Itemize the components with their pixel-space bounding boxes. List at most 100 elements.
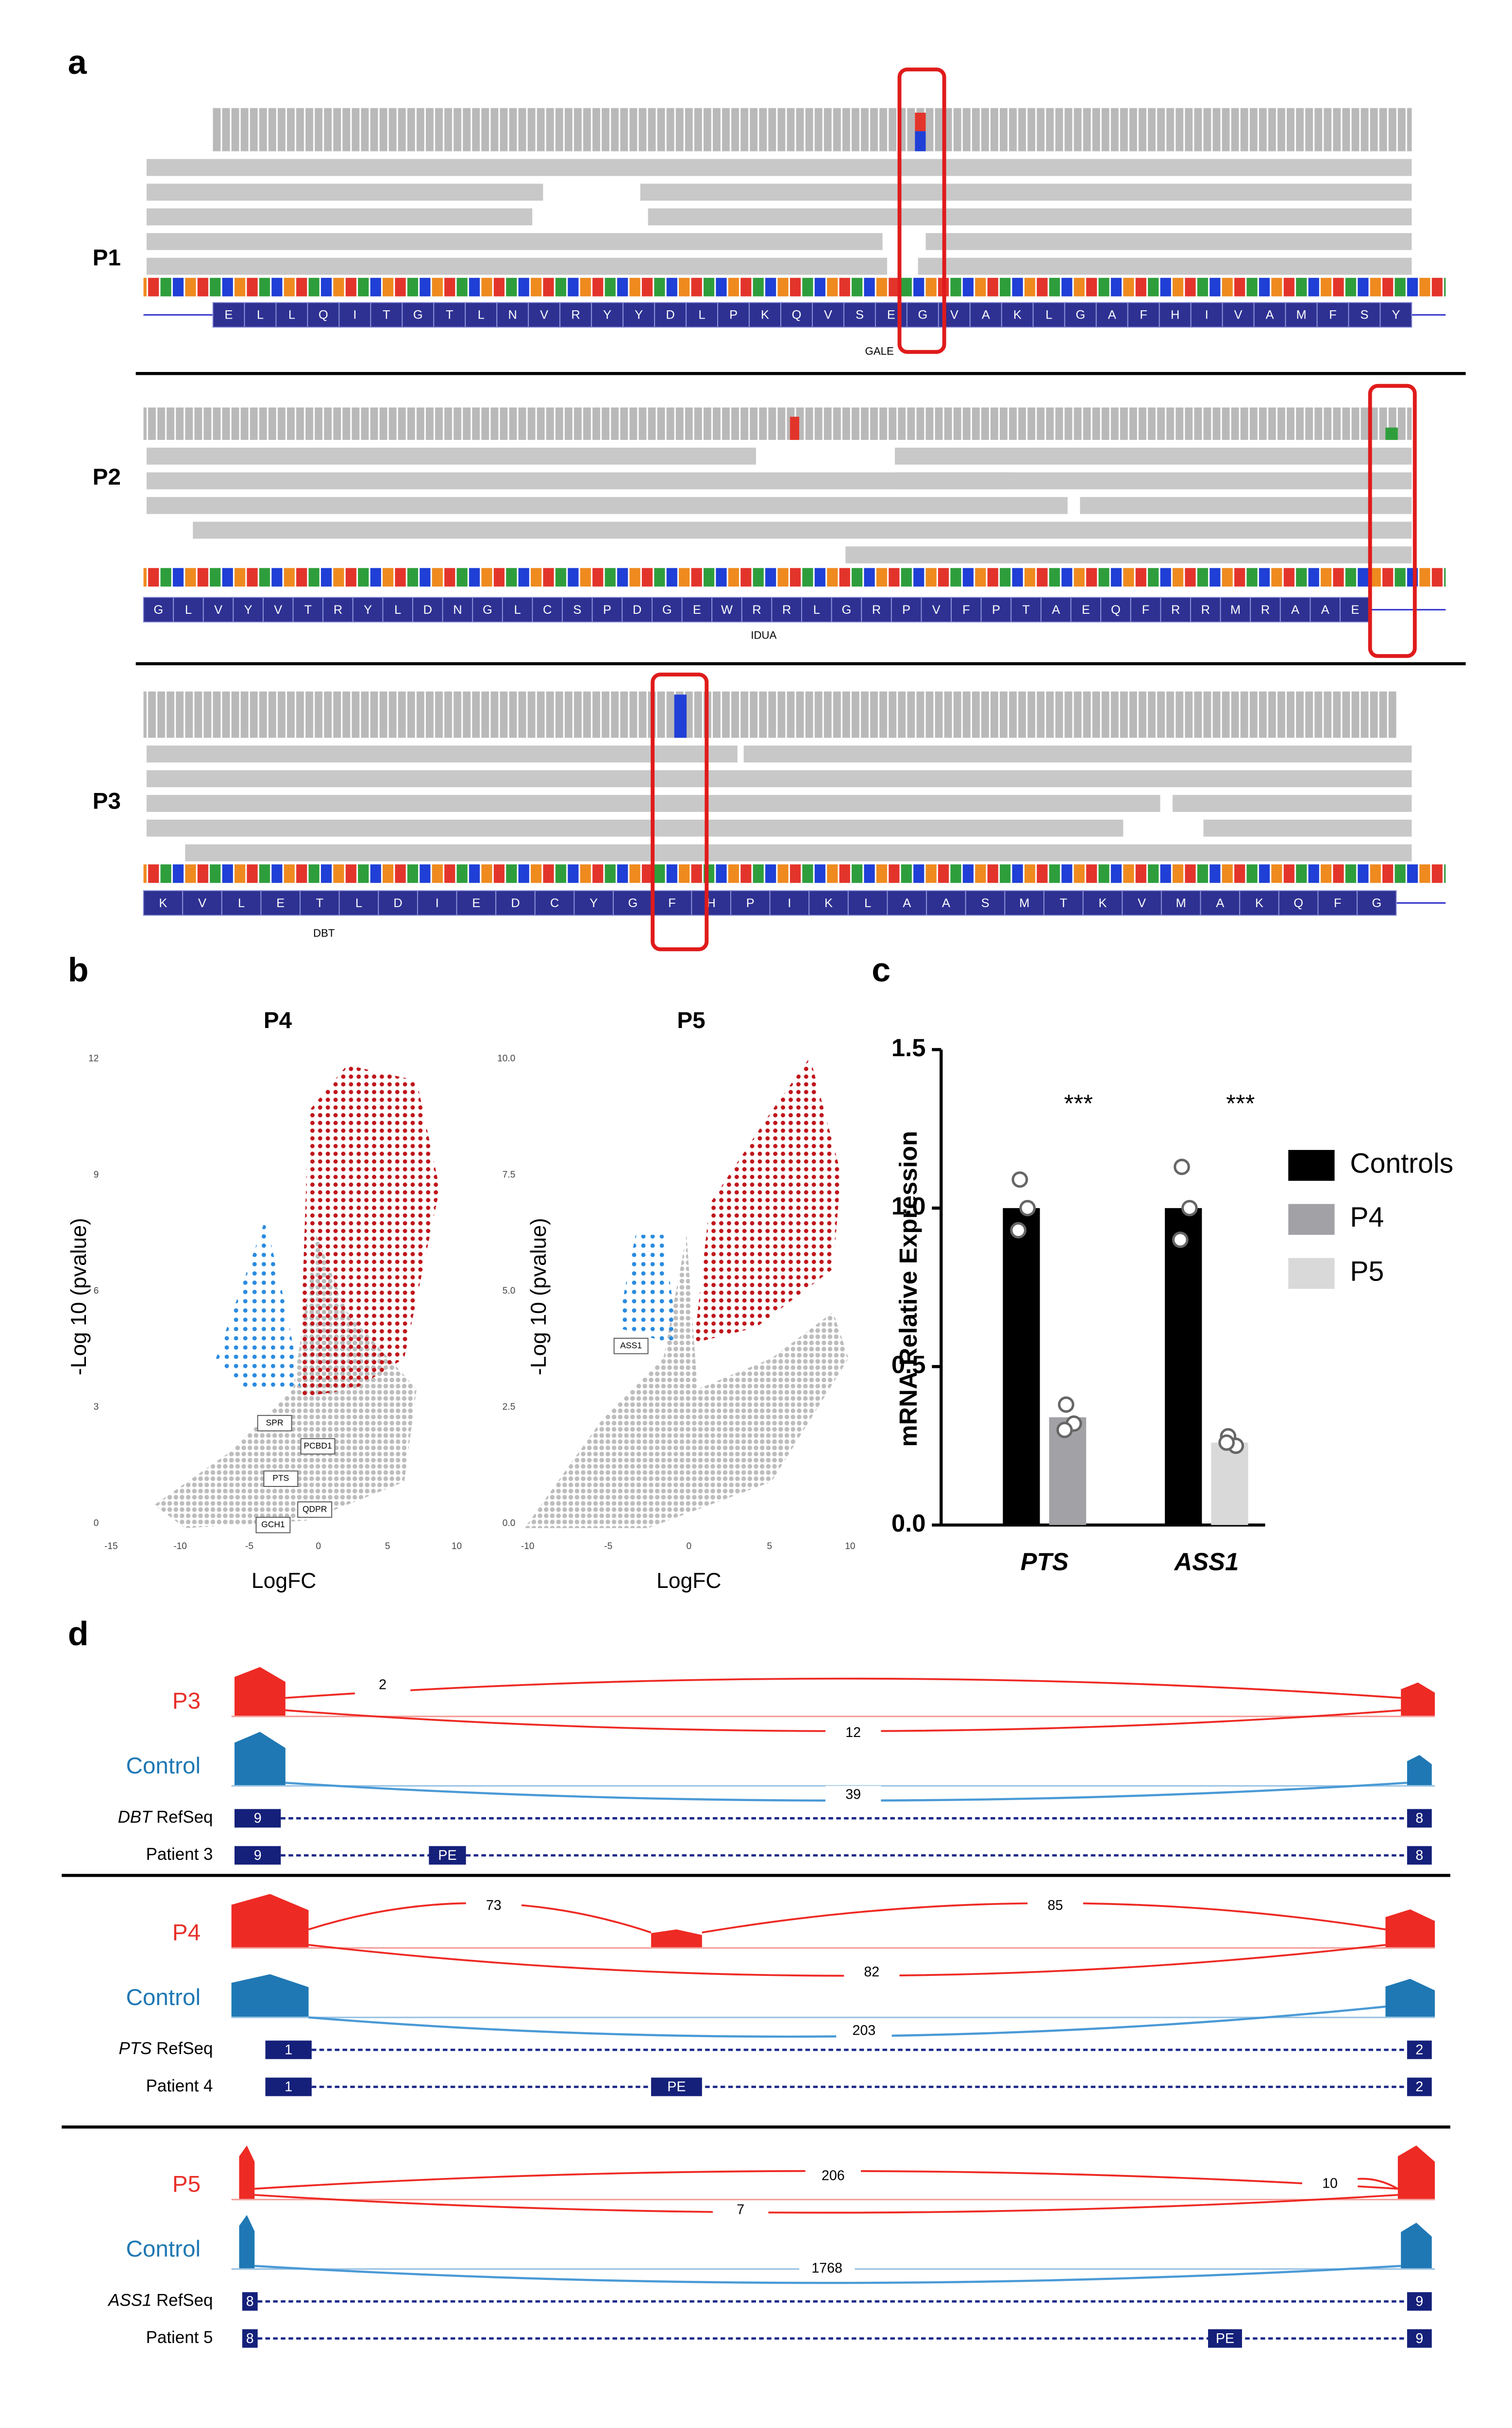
coverage-peak xyxy=(234,1667,286,1717)
residue-box xyxy=(613,890,653,916)
y-tick-label: 0 xyxy=(94,1518,99,1528)
junction-box xyxy=(799,2259,855,2278)
residue-box xyxy=(801,597,832,623)
exon-label: 9 xyxy=(1415,2294,1423,2310)
residue: L xyxy=(699,308,706,322)
coverage-track xyxy=(213,108,1412,152)
refseq-label: ASS1 RefSeq xyxy=(107,2291,213,2310)
residue-box xyxy=(1160,890,1201,916)
residue: A xyxy=(1321,603,1329,617)
read xyxy=(894,447,1412,465)
residue-box xyxy=(965,890,1006,916)
residue: N xyxy=(508,308,517,322)
residue: G xyxy=(153,603,163,617)
residue-box xyxy=(472,597,503,623)
junction-box xyxy=(825,1786,881,1804)
read xyxy=(845,546,1412,564)
junction-count: 1768 xyxy=(811,2260,842,2276)
residue-box xyxy=(1127,302,1160,328)
residue-box xyxy=(442,597,473,623)
gene-tag xyxy=(300,1438,336,1455)
replicate-point xyxy=(1058,1396,1075,1413)
residue-box xyxy=(812,302,844,328)
residue-box xyxy=(260,890,301,916)
junction-arc xyxy=(254,2194,1398,2214)
panel-label: a xyxy=(68,43,87,81)
residue-box xyxy=(622,597,653,623)
residue: L xyxy=(288,308,295,322)
residue-box xyxy=(402,302,435,328)
residue: R xyxy=(752,603,761,617)
patient-label: Patient 3 xyxy=(146,1845,213,1864)
junction-box xyxy=(354,1676,411,1695)
legend-label: Controls xyxy=(1350,1148,1453,1179)
residue: Y xyxy=(364,603,372,617)
exon-label: 8 xyxy=(246,2331,254,2346)
y-tick-label: 0.0 xyxy=(891,1509,926,1537)
exon xyxy=(1407,1809,1432,1828)
legend-swatch xyxy=(1288,1258,1335,1289)
gene-label: DBT xyxy=(313,927,335,939)
residue-box xyxy=(749,302,781,328)
residue: F xyxy=(962,603,970,617)
residue: M xyxy=(1230,603,1241,617)
residue: D xyxy=(666,308,674,322)
residue-box xyxy=(1004,890,1044,916)
residue-box xyxy=(906,302,939,328)
coverage-peak xyxy=(231,1974,309,2018)
residue: S xyxy=(981,896,990,910)
residue: M xyxy=(1176,896,1186,910)
residue-box xyxy=(1122,890,1162,916)
junction-arc xyxy=(254,2265,1401,2284)
residue-box xyxy=(926,890,966,916)
residue-box xyxy=(591,302,624,328)
residue-box xyxy=(528,302,561,328)
y-tick-label: 5.0 xyxy=(503,1286,515,1296)
residue-box xyxy=(980,597,1012,623)
y-tick-label: 12 xyxy=(88,1054,99,1064)
residue: F xyxy=(668,896,676,910)
gene-tag xyxy=(613,1337,649,1354)
read xyxy=(894,472,1412,489)
residue: G xyxy=(628,896,638,910)
residue-box xyxy=(1310,597,1341,623)
residue: T xyxy=(383,308,390,322)
legend-swatch xyxy=(1288,1204,1335,1235)
residue: E xyxy=(693,603,701,617)
residue: Y xyxy=(1392,308,1400,322)
residue: P xyxy=(729,308,738,322)
residue-box xyxy=(573,890,614,916)
residue: V xyxy=(540,308,548,322)
exon-label: 2 xyxy=(1415,2042,1423,2057)
coverage-peak xyxy=(1397,2145,1435,2200)
residue: T xyxy=(1060,896,1068,910)
residue-box xyxy=(887,890,927,916)
coverage-peak xyxy=(234,1732,286,1786)
exon xyxy=(242,2292,258,2311)
residue: S xyxy=(573,603,581,617)
upregulated-cloud xyxy=(301,1065,440,1397)
residue: M xyxy=(1019,896,1029,910)
residue: K xyxy=(824,896,833,910)
read xyxy=(146,819,1124,837)
junction-count: 206 xyxy=(822,2168,845,2183)
residue: P xyxy=(603,603,611,617)
x-tick-label: 0 xyxy=(686,1541,691,1551)
residue: C xyxy=(550,896,559,910)
residue: D xyxy=(511,896,520,910)
read xyxy=(640,184,1412,201)
residue: K xyxy=(761,308,769,322)
residue: L xyxy=(514,603,521,617)
replicate-point xyxy=(1174,1159,1190,1175)
x-tick-label: 5 xyxy=(385,1541,390,1551)
bar xyxy=(1003,1208,1040,1525)
exon-label: 9 xyxy=(254,1848,262,1863)
residue: G xyxy=(842,603,852,617)
nonsignificant-cloud xyxy=(154,1234,417,1528)
residue: T xyxy=(1022,603,1030,617)
gene-tag xyxy=(257,1415,292,1432)
residue-box xyxy=(651,597,683,623)
exon xyxy=(265,2040,312,2059)
residue-box xyxy=(874,302,907,328)
